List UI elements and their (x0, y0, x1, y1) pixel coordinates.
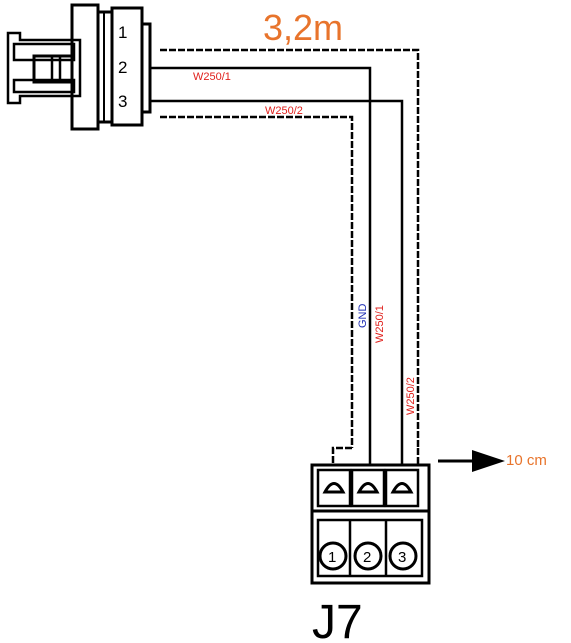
left-pin-3: 3 (118, 92, 127, 111)
j7-pin-1: 1 (328, 549, 336, 566)
wire-w250-2 (150, 99, 404, 470)
cable (150, 48, 420, 470)
j7-pin-1-circle (318, 541, 348, 571)
cable-length-label: 3,2m (263, 7, 343, 48)
wire-label-w250-1-vertical: W250/1 (374, 305, 386, 343)
j7-pin-3: 3 (398, 549, 406, 566)
wire-gnd (331, 446, 352, 470)
cable-sheath-outer (160, 48, 420, 448)
offset-arrow-icon (438, 450, 505, 472)
j7-label: J7 (312, 596, 363, 643)
left-pin-1: 1 (118, 23, 127, 42)
wire-w250-1 (150, 66, 372, 470)
offset-label: 10 cm (506, 452, 547, 469)
left-connector: 1 2 3 (6, 3, 152, 131)
wire-label-gnd-vertical: GND (357, 304, 369, 329)
j7-pin-2: 2 (363, 549, 371, 566)
j7-pin-2-circle (353, 541, 383, 571)
wire-label-w250-2-horizontal: W250/2 (265, 105, 303, 117)
j7-pin-3-circle (388, 541, 418, 571)
j7-connector: 1 2 3 (310, 463, 431, 585)
cable-sheath-inner (160, 115, 354, 448)
wire-label-w250-1-horizontal: W250/1 (193, 71, 231, 83)
wire-label-w250-2-vertical: W250/2 (405, 377, 417, 415)
left-pin-2: 2 (118, 58, 127, 77)
